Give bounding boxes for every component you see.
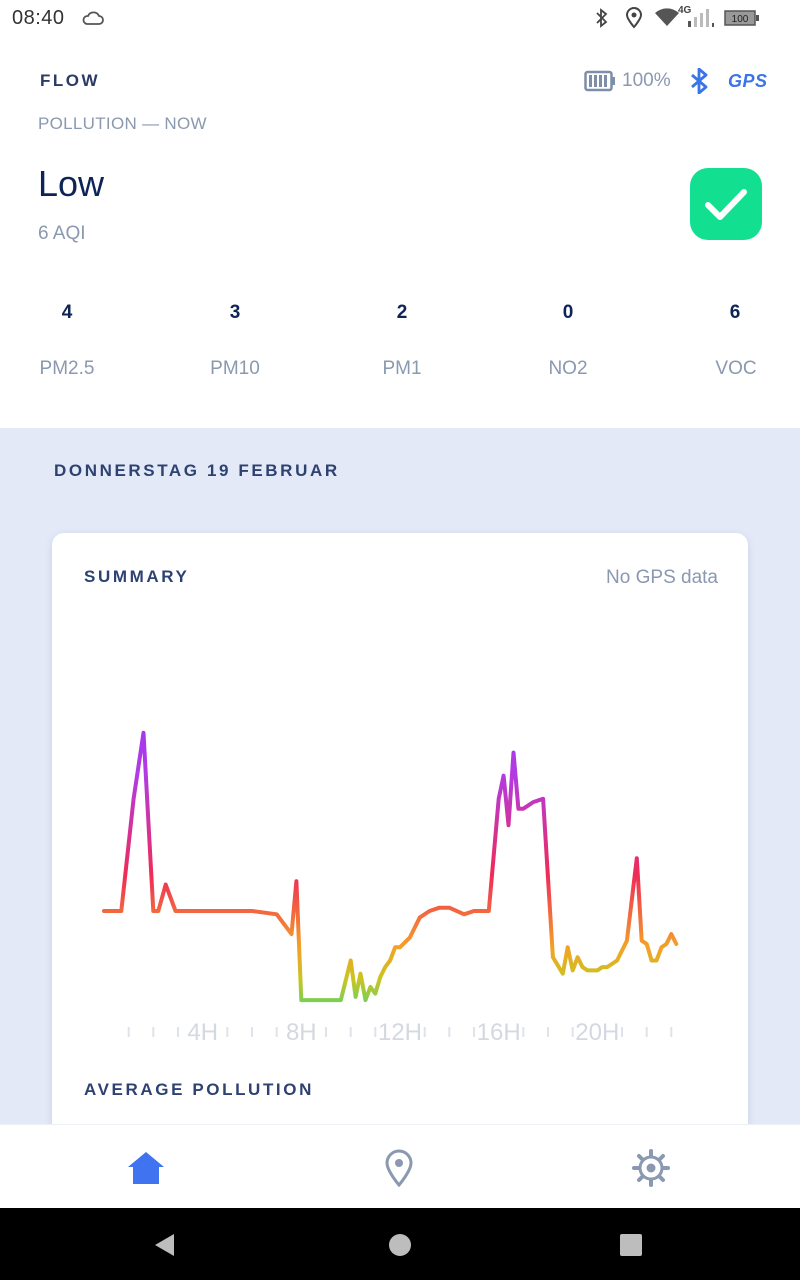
system-back-button[interactable] [144,1228,184,1262]
gear-icon [632,1149,670,1187]
summary-title: SUMMARY [84,567,190,586]
device-battery-icon [584,70,616,97]
pollution-level: Low [38,163,105,204]
day-title: DONNERSTAG 19 FEBRUAR [54,461,340,480]
x-minor-tick [226,1027,229,1037]
weather-cloud-icon [82,10,104,31]
location-status-icon [625,7,643,34]
x-minor-tick [571,1027,574,1037]
metric-label-voc: VOC [715,358,757,379]
pollution-caption: POLLUTION — NOW [38,114,207,133]
status-bar: 08:40 4G 100 [0,0,800,36]
gps-status-text: No GPS data [606,567,718,588]
metric-value-voc: 6 [729,302,741,323]
metric-label-pm10: PM10 [210,358,260,379]
x-minor-tick [251,1027,253,1037]
x-minor-tick [621,1027,623,1037]
wifi-status-icon [654,8,680,33]
x-minor-tick [423,1027,426,1037]
battery-status-text: 100 [732,14,749,25]
bluetooth-status-icon [594,8,610,33]
home-icon [128,1152,164,1184]
aqi-value: 6 AQI [38,223,86,244]
device-battery-percent: 100% [622,70,671,91]
pollution-line [102,730,679,1003]
metric-value-no2: 0 [562,302,574,323]
x-minor-tick [374,1027,377,1037]
system-navigation-bar [0,1208,800,1280]
device-bluetooth-icon [689,67,711,99]
metric-label-pm25: PM2.5 [39,358,95,379]
home-circle-icon [389,1234,411,1256]
nav-home-button[interactable] [121,1143,171,1193]
recents-square-icon [620,1234,642,1256]
x-axis: 4H 8H 12H 16H 20H [127,1019,673,1046]
system-home-button[interactable] [380,1228,420,1262]
status-time: 08:40 [12,7,65,29]
back-triangle-icon [155,1234,174,1256]
x-minor-tick [177,1027,179,1037]
x-minor-tick [547,1027,549,1037]
metric-label-no2: NO2 [548,358,588,379]
x-minor-tick [473,1027,475,1037]
x-tick-label: 20H [575,1019,619,1046]
x-tick-label: 12H [378,1019,422,1046]
x-minor-tick [645,1027,648,1037]
metric-value-pm1: 2 [396,302,408,323]
network-type-label: 4G [678,5,692,16]
average-pollution-title: AVERAGE POLLUTION [84,1080,314,1099]
nav-settings-button[interactable] [626,1143,676,1193]
nav-map-button[interactable] [374,1143,424,1193]
x-minor-tick [275,1027,278,1037]
check-icon [705,189,747,220]
x-minor-tick [152,1027,155,1037]
x-minor-tick [448,1027,451,1037]
location-pin-icon [385,1149,413,1187]
pollution-chart[interactable]: 4H 8H 12H 16H 20H [84,640,716,1060]
signal-bars-icon [688,9,714,32]
battery-status-icon: 100 [724,10,760,31]
x-minor-tick [670,1027,673,1037]
x-tick-label: 16H [477,1019,521,1046]
metric-value-pm10: 3 [229,302,241,323]
system-recents-button[interactable] [611,1228,651,1262]
metric-value-pm25: 4 [61,302,73,323]
x-minor-tick [349,1027,352,1037]
summary-card[interactable] [52,533,748,1153]
x-tick-label: 4H [187,1019,218,1046]
x-minor-tick [127,1027,130,1037]
app-title: FLOW [40,71,101,90]
x-minor-tick [522,1027,525,1037]
bottom-navigation [0,1124,800,1209]
metric-label-pm1: PM1 [382,358,422,379]
gps-indicator: GPS [728,71,768,91]
status-badge [690,168,762,240]
x-tick-label: 8H [286,1019,317,1046]
x-minor-tick [325,1027,327,1037]
